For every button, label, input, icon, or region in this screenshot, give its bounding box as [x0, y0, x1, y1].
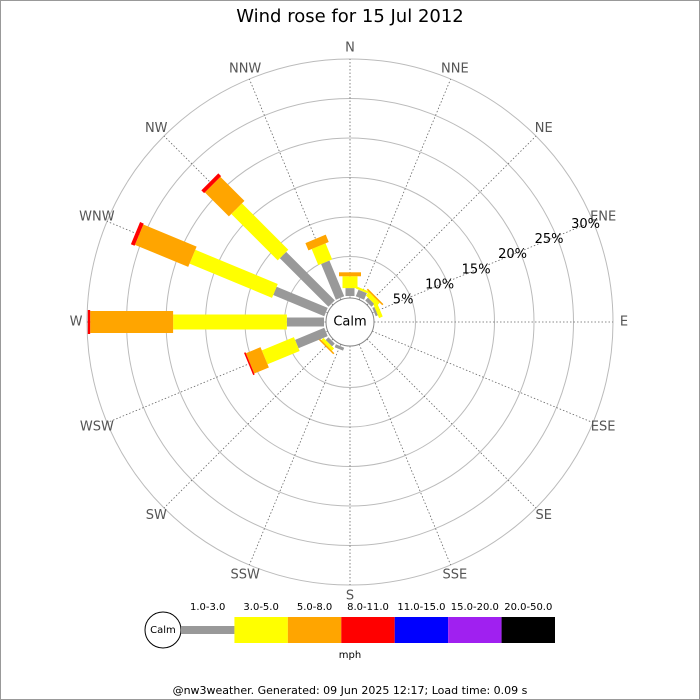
- spoke: [358, 78, 452, 300]
- direction-label: SSW: [230, 568, 260, 583]
- legend-label: 8.0-11.0: [347, 602, 389, 613]
- wind-bar: [244, 352, 255, 376]
- legend-swatch: [341, 617, 395, 643]
- direction-label: ENE: [590, 210, 616, 225]
- wind-bar: [87, 310, 91, 334]
- direction-label: NNE: [441, 61, 469, 76]
- legend-swatch: [501, 617, 555, 643]
- wind-bar: [130, 222, 144, 246]
- wind-bar: [305, 234, 329, 251]
- direction-label: WSW: [80, 419, 114, 434]
- wind-bar: [345, 288, 355, 296]
- direction-label: WNW: [79, 210, 115, 225]
- direction-label: W: [70, 315, 83, 330]
- r-tick-label: 5%: [393, 292, 414, 307]
- legend-label: 1.0-3.0: [190, 602, 225, 613]
- wind-bar: [321, 337, 335, 351]
- wind-bar: [372, 306, 378, 317]
- wind-bar: [365, 292, 380, 307]
- legend-swatch: [234, 617, 288, 643]
- direction-label: E: [620, 315, 628, 330]
- legend-label: 5.0-8.0: [297, 602, 332, 613]
- direction-label: S: [346, 589, 354, 604]
- direction-label: NNW: [229, 61, 261, 76]
- spoke: [366, 338, 537, 509]
- wind-bar: [365, 297, 375, 307]
- calm-circle: [325, 297, 375, 347]
- wind-bar: [334, 344, 345, 351]
- r-tick-label: 30%: [571, 217, 600, 232]
- chart-title: Wind rose for 15 Jul 2012: [236, 6, 464, 27]
- direction-label: ESE: [591, 419, 616, 434]
- wind-bar: [355, 289, 367, 300]
- wind-bar: [201, 173, 222, 194]
- wind-bar: [339, 272, 361, 277]
- spoke: [163, 338, 334, 509]
- legend-swatch: [181, 626, 235, 634]
- spoke: [358, 344, 452, 566]
- r-tick-label: 15%: [462, 262, 491, 277]
- footer: @nw3weather. Generated: 09 Jun 2025 12:1…: [173, 684, 528, 697]
- wind-bar: [134, 224, 197, 267]
- r-tick-label: 10%: [425, 277, 454, 292]
- wind-bar: [286, 317, 324, 327]
- wind-bar: [342, 276, 358, 289]
- spoke: [372, 220, 594, 314]
- legend-label: 20.0-50.0: [504, 602, 552, 613]
- legend-unit: mph: [339, 650, 361, 661]
- spoke: [248, 344, 342, 566]
- wind-bar: [189, 249, 278, 298]
- direction-label: NE: [535, 121, 553, 136]
- r-tick-label: 25%: [535, 232, 564, 247]
- wind-bar: [231, 203, 289, 261]
- direction-label: SW: [146, 508, 167, 523]
- calm-label: Calm: [333, 315, 366, 330]
- wind-bar: [90, 311, 174, 333]
- wind-bar: [373, 302, 383, 319]
- wind-bar: [366, 288, 384, 306]
- legend-label: 11.0-15.0: [397, 602, 445, 613]
- wind-bar: [317, 337, 335, 355]
- direction-label: N: [345, 41, 355, 56]
- spoke: [366, 135, 537, 306]
- wind-bar: [245, 347, 269, 374]
- direction-label: SE: [536, 508, 552, 523]
- wind-bar: [273, 286, 328, 317]
- legend-swatch: [448, 617, 502, 643]
- legend-swatch: [394, 617, 449, 643]
- legend-swatch: [287, 617, 342, 643]
- wind-bar: [279, 251, 335, 307]
- wind-bar: [311, 243, 333, 266]
- legend-calm-label: Calm: [150, 625, 176, 636]
- legend-label: 15.0-20.0: [451, 602, 499, 613]
- direction-label: SSE: [442, 568, 467, 583]
- wind-bar: [355, 286, 371, 295]
- wind-bar: [204, 176, 245, 217]
- legend-label: 3.0-5.0: [243, 602, 278, 613]
- spoke: [372, 330, 594, 424]
- wind-bar: [325, 337, 335, 347]
- wind-bar: [321, 260, 345, 300]
- r-tick-label: 20%: [498, 247, 527, 262]
- wind-bar: [173, 314, 287, 330]
- wind-bar: [261, 337, 300, 365]
- direction-label: NW: [145, 121, 168, 136]
- wind-bar: [295, 327, 328, 349]
